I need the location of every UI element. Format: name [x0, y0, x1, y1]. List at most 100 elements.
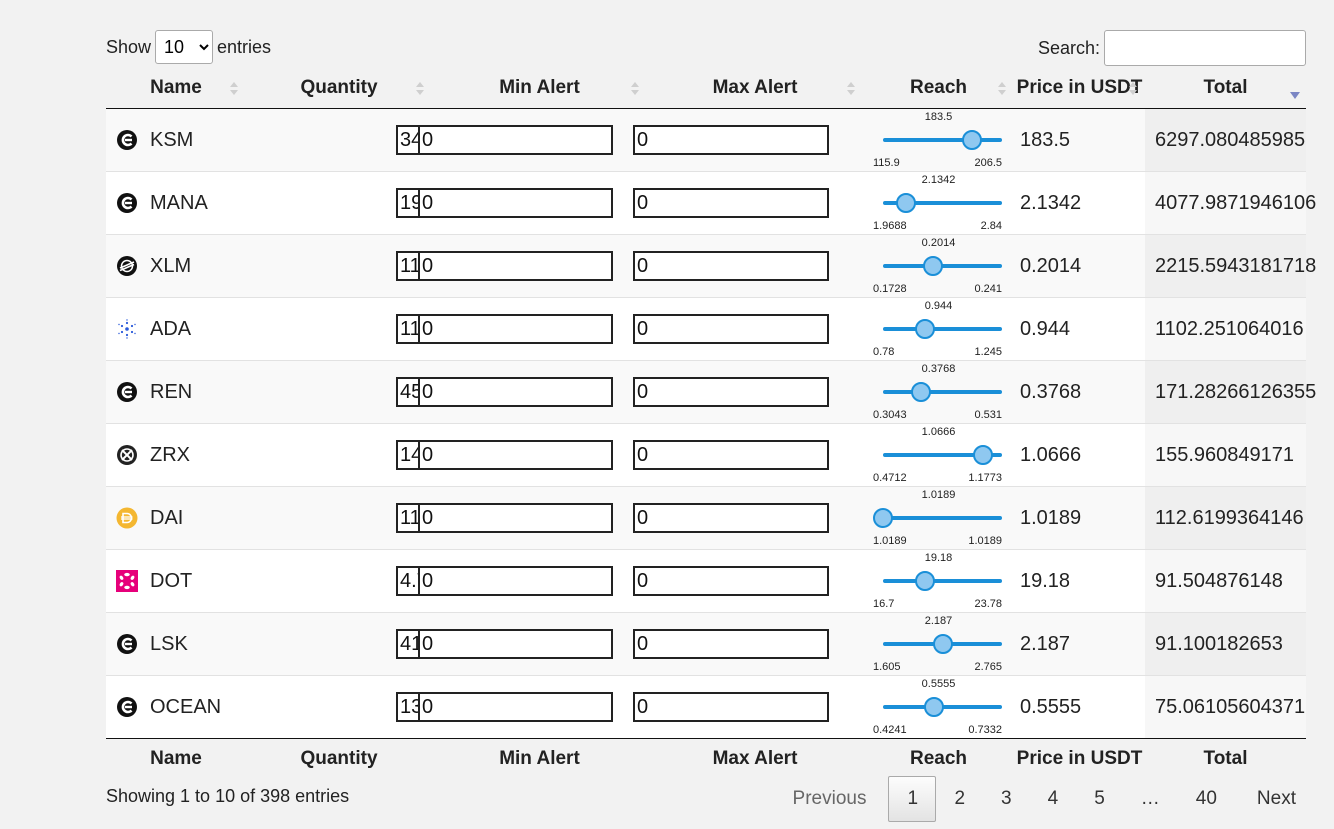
name-wrap: OCEAN: [106, 696, 246, 719]
reach-track[interactable]: [883, 634, 1002, 654]
quantity-cell: [246, 171, 562, 235]
max-alert-input[interactable]: [633, 503, 829, 533]
reach-track[interactable]: [883, 130, 1002, 150]
min-alert-input[interactable]: [418, 314, 613, 344]
reach-cell: 2.187 1.605 2.765: [863, 612, 1014, 676]
sort-icon: [230, 82, 238, 96]
col-header-total[interactable]: Total: [1145, 68, 1306, 109]
col-header-price[interactable]: Price in USDT: [1014, 68, 1145, 109]
quantity-cell: [246, 360, 562, 424]
min-alert-input[interactable]: [418, 251, 613, 281]
reach-thumb[interactable]: [923, 697, 944, 717]
reach-current-label: 183.5: [924, 111, 953, 123]
page-button-3[interactable]: 3: [1001, 788, 1012, 809]
name-cell: ADA: [106, 297, 246, 361]
name-cell: XLM: [106, 234, 246, 298]
max-alert-cell: [633, 234, 863, 298]
reach-thumb[interactable]: [932, 634, 953, 654]
quantity-cell: [246, 612, 562, 676]
total-cell: 171.28266126355: [1145, 360, 1316, 424]
max-alert-input[interactable]: [633, 188, 829, 218]
entries-label: entries: [217, 36, 272, 57]
min-alert-cell: [418, 612, 647, 676]
col-header-reach[interactable]: Reach: [863, 68, 1014, 109]
previous-button[interactable]: Previous: [792, 788, 867, 809]
col-header-name[interactable]: Name: [106, 68, 246, 109]
reach-thumb[interactable]: [961, 130, 982, 150]
min-alert-input[interactable]: [418, 440, 613, 470]
max-alert-cell: [633, 171, 863, 235]
page-button-5[interactable]: 5: [1094, 788, 1105, 809]
sort-icon: [847, 82, 855, 96]
reach-thumb[interactable]: [911, 382, 932, 402]
generic-coin-icon: [116, 633, 138, 655]
total-cell: 2215.5943181718: [1145, 234, 1316, 298]
reach-thumb[interactable]: [973, 445, 994, 465]
col-header-min-alert[interactable]: Min Alert: [432, 68, 647, 109]
reach-thumb[interactable]: [873, 508, 893, 528]
price-cell: 2.187: [1014, 612, 1145, 676]
name-cell: DOT: [106, 549, 246, 613]
min-alert-input[interactable]: [418, 377, 613, 407]
min-alert-input[interactable]: [418, 692, 613, 722]
col-header-quantity[interactable]: Quantity: [246, 68, 432, 109]
max-alert-input[interactable]: [633, 314, 829, 344]
next-button[interactable]: Next: [1256, 788, 1296, 809]
reach-track[interactable]: [883, 193, 1002, 213]
reach-track[interactable]: [883, 382, 1002, 402]
reach-thumb[interactable]: [914, 571, 935, 591]
max-alert-input[interactable]: [633, 377, 829, 407]
col-header-max-alert[interactable]: Max Alert: [647, 68, 863, 109]
reach-thumb[interactable]: [895, 193, 916, 213]
name-cell: LSK: [106, 612, 246, 676]
max-alert-input[interactable]: [633, 125, 829, 155]
col-footer-total: Total: [1145, 738, 1306, 779]
page-button-40[interactable]: 40: [1195, 788, 1217, 809]
min-alert-input[interactable]: [418, 566, 613, 596]
reach-track[interactable]: [883, 256, 1002, 276]
polkadot-icon: [116, 570, 138, 592]
reach-cell: 1.0666 0.4712 1.1773: [863, 423, 1014, 487]
reach-max-label: 2.765: [974, 661, 1002, 673]
max-alert-cell: [633, 360, 863, 424]
reach-track[interactable]: [883, 571, 1002, 591]
page-button-4[interactable]: 4: [1047, 788, 1059, 809]
max-alert-input[interactable]: [633, 692, 829, 722]
reach-slider: 1.0666 0.4712 1.1773: [863, 424, 1014, 486]
show-label: Show: [106, 36, 152, 57]
coin-name: ZRX: [150, 443, 190, 466]
reach-track[interactable]: [883, 319, 1002, 339]
quantity-cell: [246, 109, 562, 172]
min-alert-cell: [418, 675, 647, 739]
stellar-icon: [116, 255, 138, 277]
max-alert-input[interactable]: [633, 629, 829, 659]
reach-track[interactable]: [873, 508, 1002, 528]
max-alert-input[interactable]: [633, 251, 829, 281]
name-cell: MANA: [106, 171, 246, 235]
min-alert-input[interactable]: [418, 503, 613, 533]
cardano-icon: [116, 318, 138, 340]
name-cell: KSM: [106, 109, 246, 172]
name-wrap: DAI: [106, 507, 246, 530]
col-footer-name: Name: [106, 738, 246, 779]
reach-track[interactable]: [883, 445, 1002, 465]
reach-thumb[interactable]: [922, 256, 943, 276]
reach-current-label: 2.1342: [921, 174, 956, 186]
price-cell: 1.0189: [1014, 486, 1145, 550]
name-wrap: KSM: [106, 129, 246, 152]
min-alert-input[interactable]: [418, 125, 613, 155]
page-button-1[interactable]: 1: [888, 776, 937, 822]
min-alert-input[interactable]: [418, 188, 613, 218]
reach-track[interactable]: [883, 697, 1002, 717]
min-alert-input[interactable]: [418, 629, 613, 659]
page-length-select[interactable]: 10: [155, 30, 214, 64]
min-alert-cell: [418, 360, 647, 424]
max-alert-input[interactable]: [633, 440, 829, 470]
reach-thumb[interactable]: [915, 319, 935, 339]
sort-icon: [1129, 82, 1137, 96]
max-alert-input[interactable]: [633, 566, 829, 596]
page-button-2[interactable]: 2: [954, 788, 966, 809]
sort-icon: [416, 82, 424, 96]
name-cell: OCEAN: [106, 675, 246, 739]
search-input[interactable]: [1104, 30, 1306, 66]
